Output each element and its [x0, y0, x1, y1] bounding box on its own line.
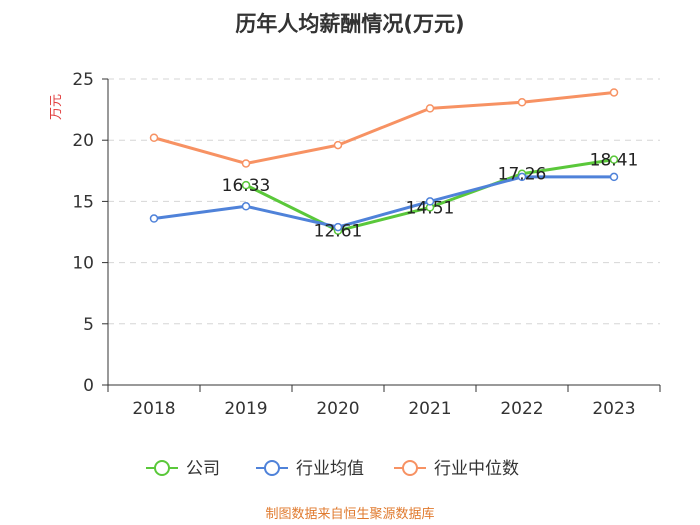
- source-note: 制图数据来自恒生聚源数据库: [265, 506, 434, 522]
- x-tick-label: 2023: [592, 399, 635, 419]
- legend-item-1[interactable]: 行业均值: [256, 459, 364, 479]
- legend-label: 行业中位数: [434, 459, 519, 479]
- data-point: [241, 202, 251, 211]
- data-label: 16.33: [222, 176, 271, 196]
- legend-item-0[interactable]: 公司: [146, 459, 220, 479]
- data-label: 12.61: [314, 222, 363, 242]
- y-tick-label: 25: [72, 70, 94, 90]
- legend-item-2[interactable]: 行业中位数: [394, 459, 519, 479]
- data-point: [425, 197, 435, 206]
- data-point: [609, 172, 619, 182]
- y-tick-label: 0: [83, 376, 94, 396]
- chart-title: 历年人均薪酬情况(万元): [235, 12, 464, 36]
- data-labels: 16.33 12.61 14.51 17.26 18.41: [222, 151, 639, 242]
- legend-label: 公司: [186, 459, 220, 479]
- data-point: [333, 140, 343, 150]
- legend[interactable]: 公司 行业均值 行业中位数: [146, 459, 519, 479]
- x-tick-label: 2021: [408, 399, 451, 419]
- y-tick-label: 15: [72, 192, 94, 212]
- legend-marker: [154, 460, 170, 476]
- x-tick-label: 2022: [500, 399, 543, 419]
- axes: 0 5 10 15 20 25 2018 2019 2020 2021 2022 2023: [72, 70, 661, 419]
- data-point: [517, 98, 527, 107]
- x-tick-label: 2020: [316, 399, 359, 419]
- data-label: 18.41: [590, 151, 639, 171]
- data-label: 17.26: [498, 165, 547, 185]
- x-tick-label: 2018: [132, 399, 175, 419]
- data-point: [149, 133, 159, 143]
- data-point: [609, 155, 619, 164]
- data-point: [609, 88, 619, 97]
- data-point: [149, 214, 159, 223]
- data-point: [333, 222, 343, 232]
- series-line-2: [153, 90, 615, 165]
- legend-label: 行业均值: [296, 459, 364, 479]
- series-line-1: [153, 175, 614, 229]
- x-tick-label: 2019: [224, 399, 267, 419]
- data-label: 14.51: [406, 198, 455, 218]
- legend-marker: [402, 460, 418, 476]
- y-tick-label: 20: [72, 131, 94, 151]
- y-tick-label: 5: [83, 315, 94, 335]
- data-point: [517, 172, 527, 182]
- data-point: [425, 104, 435, 113]
- y-tick-label: 10: [72, 254, 94, 274]
- series-layer: [149, 88, 619, 235]
- grid-lines: [108, 78, 660, 325]
- data-point: [241, 159, 251, 168]
- data-point: [241, 180, 251, 190]
- legend-marker: [264, 460, 280, 476]
- y-axis-title: 万元: [49, 94, 64, 120]
